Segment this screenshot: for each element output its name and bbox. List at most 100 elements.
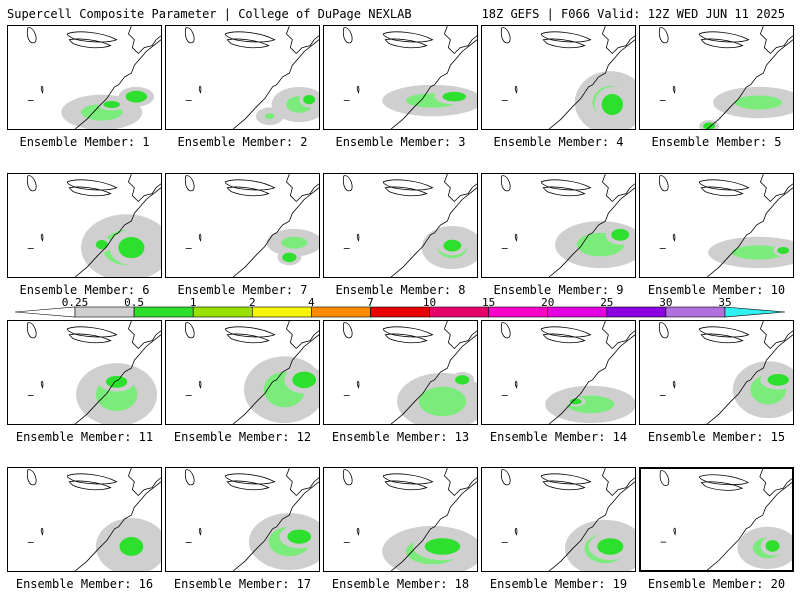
lake-outline <box>184 175 195 192</box>
chart-title: Supercell Composite Parameter | College … <box>7 7 412 21</box>
colorbar-segment <box>429 306 489 318</box>
lake-outline <box>342 322 353 339</box>
lake-outline <box>26 322 37 339</box>
lake-outline <box>66 326 118 338</box>
ensemble-member-label: Ensemble Member: 4 <box>493 135 624 149</box>
lake-outline <box>658 27 669 44</box>
scp-contour-green <box>767 373 789 386</box>
coastline-northeast <box>601 468 635 497</box>
colorbar-tick-label: 20 <box>541 296 555 309</box>
ensemble-member-label: Ensemble Member: 17 <box>173 577 312 591</box>
lake-outline <box>384 333 428 344</box>
coastline-northeast <box>127 26 161 55</box>
colorbar-segment <box>606 306 667 318</box>
ensemble-map-panel <box>323 467 478 572</box>
lake-outline <box>698 31 750 43</box>
ensemble-member-label: Ensemble Member: 10 <box>647 283 786 297</box>
colorbar-tick-label: 35 <box>718 296 732 309</box>
ensemble-member-label: Ensemble Member: 16 <box>15 577 154 591</box>
scp-contour-green <box>105 375 128 388</box>
ensemble-map-panel <box>323 25 478 130</box>
map-plot <box>184 321 319 424</box>
scp-contour-green <box>601 93 623 116</box>
lake-outline <box>382 179 434 191</box>
lake-outline <box>184 27 195 44</box>
map-plot <box>658 26 793 129</box>
scp-contour-green <box>282 252 297 263</box>
lake-outline <box>26 27 37 44</box>
coastline <box>548 334 635 424</box>
scp-contour-green <box>303 94 316 105</box>
lake-outline <box>198 527 202 536</box>
coastline-northeast <box>759 321 793 350</box>
lake-outline <box>198 380 202 389</box>
scp-contour-green <box>443 239 462 252</box>
ensemble-member-label: Ensemble Member: 8 <box>335 283 466 297</box>
coastline-northeast <box>601 321 635 350</box>
lake-outline <box>40 233 44 242</box>
colorbar-tick-label: 0.5 <box>124 296 145 309</box>
coastline-northeast <box>127 174 161 203</box>
map-plot <box>184 174 319 277</box>
map-plot <box>500 26 635 129</box>
lake-outline <box>672 233 676 242</box>
ensemble-map-panel <box>7 467 162 572</box>
ensemble-map-panel <box>639 467 794 572</box>
coastline <box>74 334 161 424</box>
lake-outline <box>26 175 37 192</box>
colorbar-segment <box>251 306 312 318</box>
scp-contour-green <box>703 122 716 129</box>
ensemble-map-panel <box>323 320 478 425</box>
coastline <box>548 39 635 129</box>
lake-outline <box>500 27 511 44</box>
map-plot <box>26 321 161 424</box>
lake-outline <box>66 179 118 191</box>
scp-contour-green <box>418 386 467 417</box>
coastline <box>706 187 793 277</box>
lake-outline <box>542 38 586 49</box>
coastline-northeast <box>285 321 319 350</box>
coastline <box>548 481 635 571</box>
coastline <box>74 481 161 571</box>
ensemble-member-label: Ensemble Member: 11 <box>15 430 154 444</box>
ensemble-map-panel <box>165 467 320 572</box>
lake-outline <box>673 527 676 536</box>
map-plot <box>658 321 793 424</box>
ensemble-map-panel <box>7 25 162 130</box>
lake-outline <box>26 469 37 486</box>
coastline <box>232 334 319 424</box>
coastline <box>706 334 793 424</box>
lake-outline <box>198 233 202 242</box>
coastline <box>74 187 161 277</box>
coastline-northeast <box>443 321 477 350</box>
coastline <box>548 187 635 277</box>
coastline-northeast <box>285 468 319 497</box>
lake-outline <box>224 326 276 338</box>
lake-outline <box>356 527 360 536</box>
map-plot <box>659 469 792 570</box>
scp-contour-green <box>292 371 317 389</box>
colorbar-segment <box>311 306 371 318</box>
lake-outline <box>224 179 276 191</box>
lake-outline <box>700 186 744 197</box>
lake-outline <box>384 480 428 491</box>
coastline <box>706 482 792 570</box>
lake-outline <box>700 333 744 344</box>
colorbar-upper-triangle <box>724 306 786 318</box>
scp-contour-green <box>103 100 120 109</box>
lake-outline <box>658 322 669 339</box>
colorbar-tick-label: 30 <box>659 296 673 309</box>
lake-outline <box>382 31 434 43</box>
coastline <box>232 39 319 129</box>
colorbar-tick-label: 10 <box>422 296 437 309</box>
ensemble-member-label: Ensemble Member: 3 <box>335 135 466 149</box>
map-plot <box>342 174 477 277</box>
lake-outline <box>184 322 195 339</box>
map-plot <box>500 468 635 571</box>
lake-outline <box>68 480 112 491</box>
lake-outline <box>356 380 360 389</box>
lake-outline <box>356 233 360 242</box>
coastline-northeast <box>127 321 161 350</box>
lake-outline <box>226 480 270 491</box>
ensemble-map-panel <box>639 320 794 425</box>
